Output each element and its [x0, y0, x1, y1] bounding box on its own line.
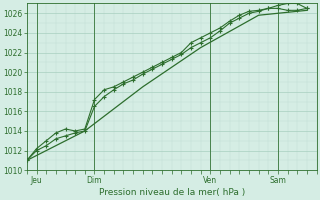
X-axis label: Pression niveau de la mer( hPa ): Pression niveau de la mer( hPa ): [99, 188, 245, 197]
